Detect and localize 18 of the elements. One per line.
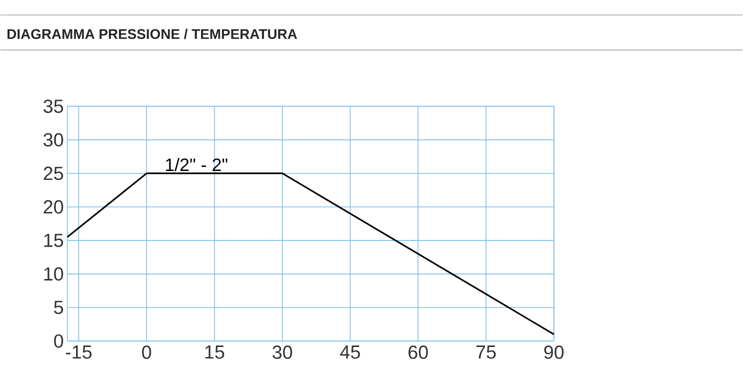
chart-title: DIAGRAMMA PRESSIONE / TEMPERATURA	[8, 28, 298, 40]
x-tick-label: 45	[340, 346, 360, 359]
x-tick-label: 90	[544, 346, 564, 360]
series-label: 1/2" - 2"	[166, 158, 228, 172]
x-tick-label: 30	[272, 346, 292, 360]
y-tick-label: 10	[44, 267, 64, 281]
y-tick-label: 5	[54, 301, 64, 314]
y-tick-label: 35	[44, 100, 64, 114]
x-tick-label: 15	[205, 346, 224, 359]
y-tick-label: 0	[54, 334, 64, 348]
y-tick-label: 25	[44, 166, 64, 180]
y-tick-label: 15	[44, 234, 64, 248]
x-tick-label: -15	[66, 346, 92, 359]
y-tick-label: 20	[44, 200, 64, 214]
x-tick-label: 0	[142, 346, 152, 360]
x-tick-label: 60	[408, 346, 428, 360]
x-tick-label: 75	[476, 346, 496, 359]
y-tick-label: 30	[44, 133, 64, 147]
